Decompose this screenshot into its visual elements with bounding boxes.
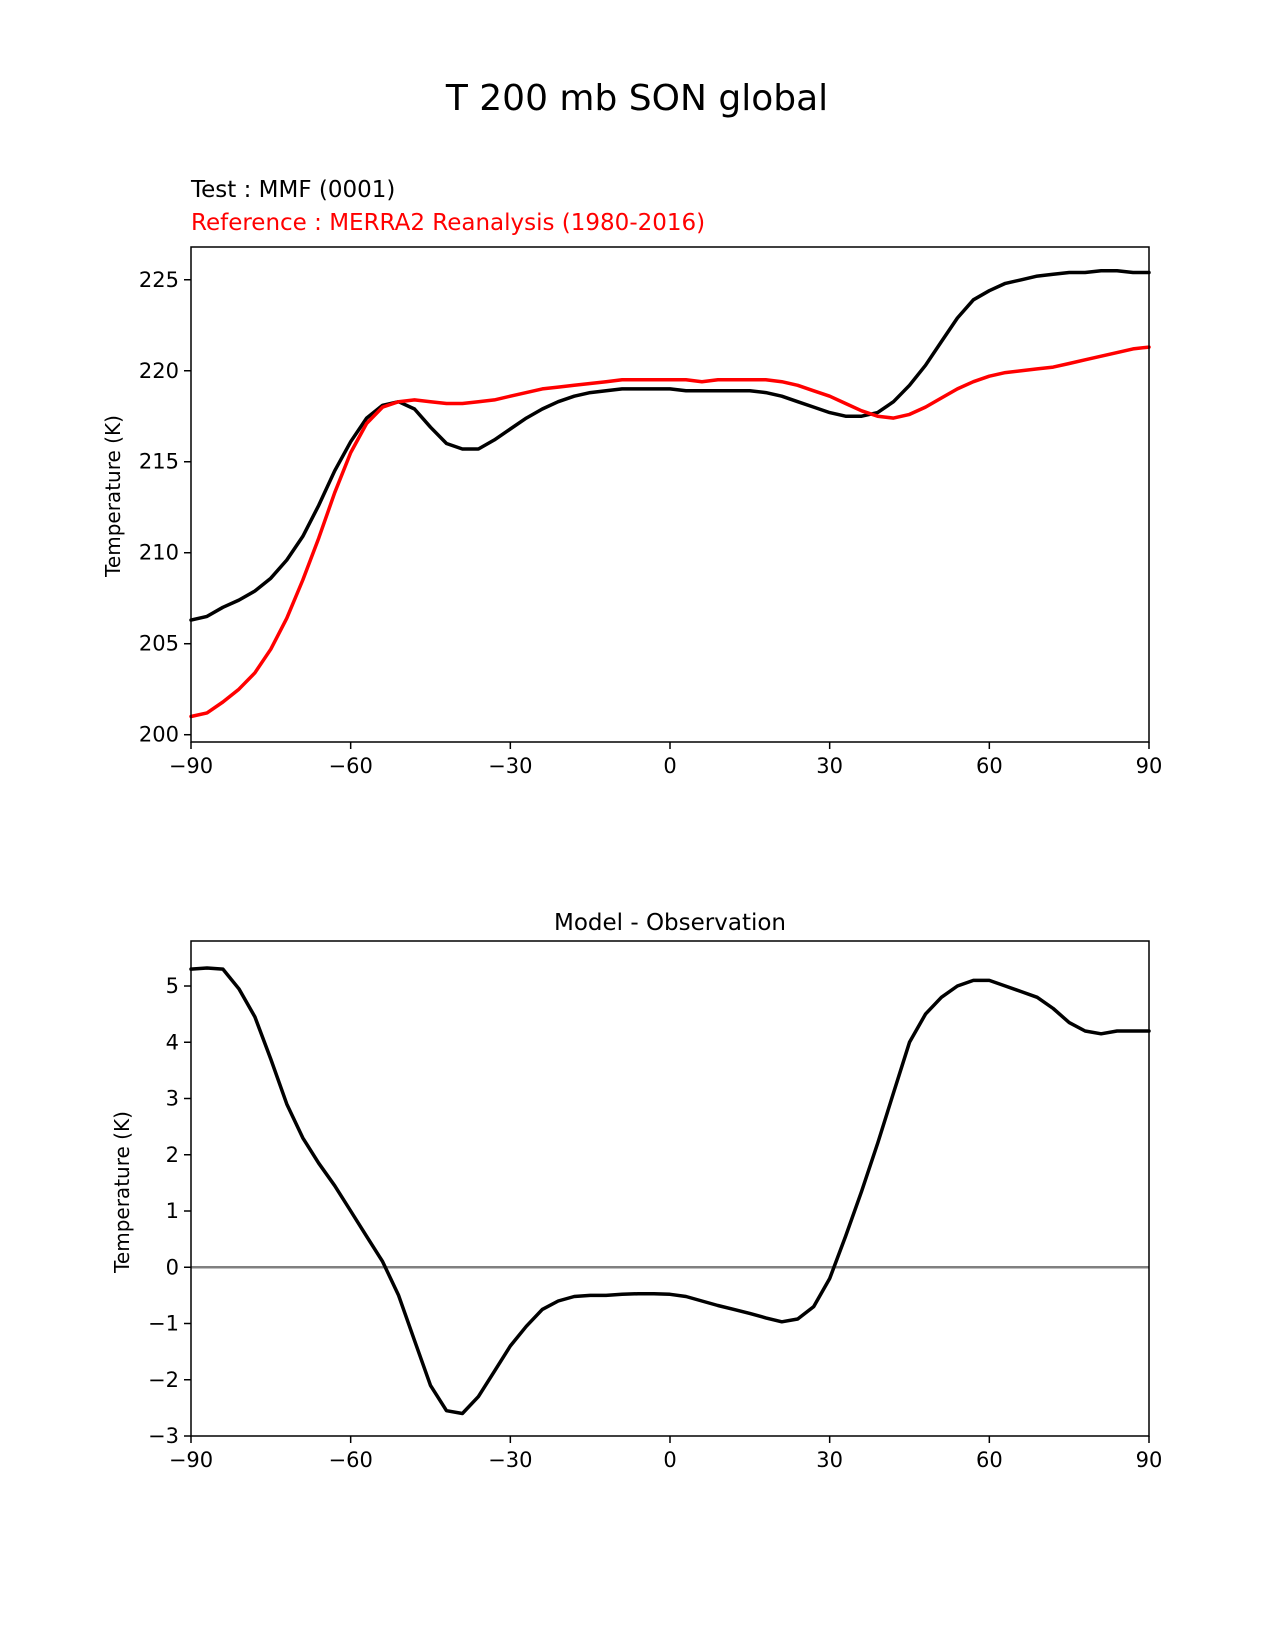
bottom-xtick-label: −90 <box>169 1448 213 1472</box>
top-xtick-label: 90 <box>1136 754 1163 778</box>
top-series-0-line <box>189 268 1151 622</box>
bottom-ytick-label: 2 <box>166 1143 179 1167</box>
bottom-series-0-line <box>189 966 1151 1416</box>
top-ytick-label: 215 <box>139 450 179 474</box>
top-xtick-label: 30 <box>816 754 843 778</box>
bottom-xtick-label: 0 <box>663 1448 676 1472</box>
figure-title: T 200 mb SON global <box>445 78 828 119</box>
bottom-ytick-label: −2 <box>148 1368 179 1392</box>
bottom-ytick-label: 3 <box>166 1087 179 1111</box>
bottom-ytick-label: 4 <box>166 1030 179 1054</box>
bottom-ytick-label: 5 <box>166 974 179 998</box>
top-ytick-label: 225 <box>139 268 179 292</box>
test-label: Test : MMF (0001) <box>190 177 395 203</box>
bottom-ytick-label: −1 <box>148 1312 179 1336</box>
top-xtick-label: −90 <box>169 754 213 778</box>
top-xtick-label: 0 <box>663 754 676 778</box>
top-xtick-label: 60 <box>976 754 1003 778</box>
bottom-ytick-label: −3 <box>148 1424 179 1448</box>
bottom-xtick-label: 90 <box>1136 1448 1163 1472</box>
bottom-ylabel: Temperature (K) <box>110 1111 134 1274</box>
top-series-1-line <box>189 345 1151 719</box>
top-xtick-label: −60 <box>329 754 373 778</box>
top-ytick-label: 205 <box>139 632 179 656</box>
top-ytick-label: 200 <box>139 723 179 747</box>
reference-label: Reference : MERRA2 Reanalysis (1980-2016… <box>191 210 705 236</box>
bottom-ytick-label: 0 <box>166 1255 179 1279</box>
bottom-ytick-label: 1 <box>166 1199 179 1223</box>
temperature-panel: −90 −60 −30 0 30 60 90 200 205 210 215 220 225 <box>139 246 1163 778</box>
bottom-xtick-label: −60 <box>329 1448 373 1472</box>
difference-panel: −90 −60 −30 0 30 60 90 −3 −2 −1 0 1 2 3 4 5 <box>148 940 1163 1472</box>
top-ytick-label: 210 <box>139 541 179 565</box>
top-ytick-label: 220 <box>139 359 179 383</box>
bottom-xtick-label: −30 <box>488 1448 532 1472</box>
diff-panel-title: Model - Observation <box>554 910 786 936</box>
top-ylabel: Temperature (K) <box>101 415 125 578</box>
bottom-xtick-label: 30 <box>816 1448 843 1472</box>
top-xtick-label: −30 <box>488 754 532 778</box>
bottom-xtick-label: 60 <box>976 1448 1003 1472</box>
